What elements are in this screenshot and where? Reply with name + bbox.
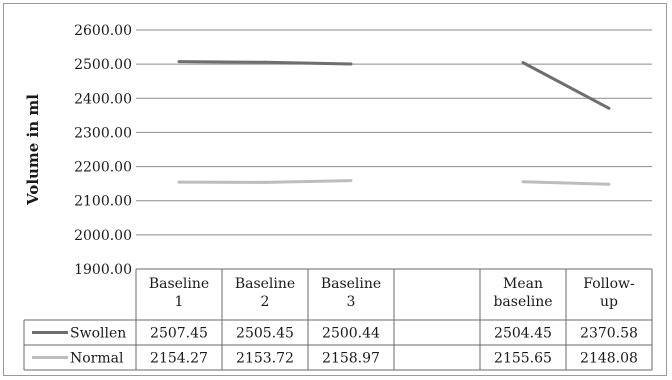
series-line-normal bbox=[521, 180, 611, 186]
category-label: Baseline bbox=[235, 276, 295, 292]
series-line-swollen bbox=[521, 61, 611, 110]
y-tick-label: 2100.00 bbox=[74, 194, 132, 210]
data-label: 2153.72 bbox=[236, 351, 294, 367]
data-label: 2158.97 bbox=[322, 351, 380, 367]
y-axis-title: Volume in ml bbox=[24, 94, 42, 206]
y-tick-label: 2500.00 bbox=[74, 57, 132, 73]
data-label: 2507.45 bbox=[150, 326, 208, 342]
category-label: Baseline bbox=[149, 276, 209, 292]
category-label: 3 bbox=[347, 294, 356, 310]
data-label: 2155.65 bbox=[494, 351, 552, 367]
y-tick-label: 2000.00 bbox=[74, 228, 132, 244]
category-label: Baseline bbox=[321, 276, 381, 292]
legend-label: Swollen bbox=[70, 326, 126, 342]
data-label: 2154.27 bbox=[150, 351, 208, 367]
y-tick-label: 2400.00 bbox=[74, 91, 132, 107]
data-label: 2370.58 bbox=[580, 326, 638, 342]
chart-frame bbox=[3, 3, 667, 376]
y-tick-label: 2300.00 bbox=[74, 125, 132, 141]
category-label: up bbox=[600, 294, 618, 310]
legend-label: Normal bbox=[70, 351, 124, 367]
y-tick-label: 2600.00 bbox=[74, 23, 132, 39]
series-line-swollen bbox=[263, 60, 353, 66]
category-label: 1 bbox=[175, 294, 184, 310]
data-label: 2505.45 bbox=[236, 326, 294, 342]
series-line-swollen bbox=[177, 60, 267, 64]
category-label: Follow- bbox=[583, 276, 635, 292]
category-label: Mean bbox=[503, 276, 543, 292]
data-label: 2504.45 bbox=[494, 326, 552, 342]
series-line-normal bbox=[263, 179, 353, 184]
data-label: 2148.08 bbox=[580, 351, 638, 367]
category-label: baseline bbox=[493, 294, 552, 310]
data-label: 2500.44 bbox=[322, 326, 380, 342]
y-tick-label: 2200.00 bbox=[74, 160, 132, 176]
y-tick-label: 1900.00 bbox=[74, 262, 132, 278]
category-label: 2 bbox=[261, 294, 270, 310]
